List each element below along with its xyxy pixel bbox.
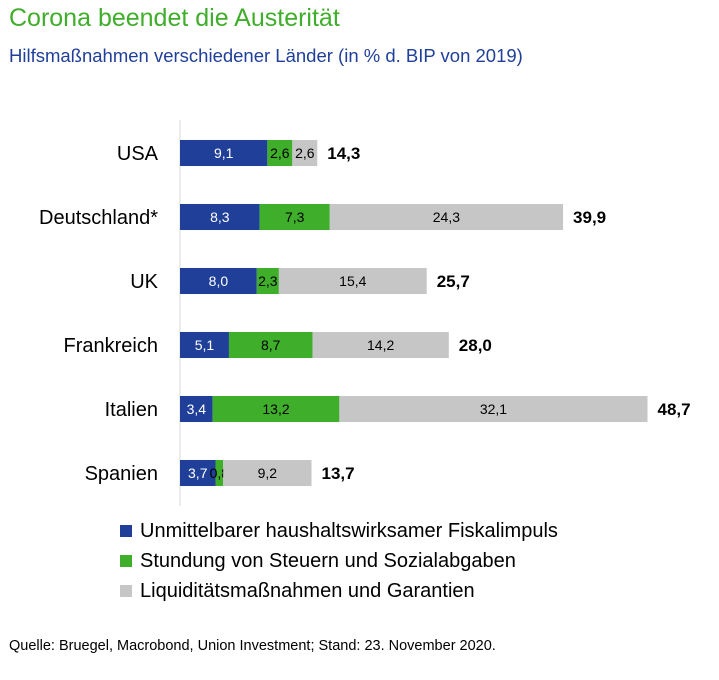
data-label-liquiditaet: 15,4 xyxy=(339,273,366,289)
category-label: Spanien xyxy=(85,463,158,485)
bar-segment-stundung xyxy=(215,460,224,486)
chart-subtitle: Hilfsmaßnahmen verschiedener Länder (in … xyxy=(9,45,523,66)
category-label: Deutschland* xyxy=(39,207,158,229)
stacked-bar-chart: USA 9,1 2,6 2,6 14,3 Deutschland* 8,3 7,3 24,3 39… xyxy=(39,120,691,506)
category-label: Italien xyxy=(105,399,158,421)
data-label-liquiditaet: 14,2 xyxy=(367,337,394,353)
data-label-stundung: 7,3 xyxy=(285,209,305,225)
legend-item-stundung: Stundung von Steuern und Sozialabgaben xyxy=(120,546,558,576)
data-label-liquiditaet: 24,3 xyxy=(433,209,460,225)
bar-segment-fiskalimpuls xyxy=(180,396,213,422)
legend-label-stundung: Stundung von Steuern und Sozialabgaben xyxy=(140,549,516,572)
bar-segment-fiskalimpuls xyxy=(180,332,229,358)
category-label: UK xyxy=(130,271,158,293)
bar-segment-stundung xyxy=(228,332,313,358)
chart-title: Corona beendet die Austerität xyxy=(9,4,340,32)
bar-segment-liquiditaet xyxy=(339,396,648,422)
bar-segment-liquiditaet xyxy=(223,460,312,486)
bar-segment-liquiditaet xyxy=(292,140,318,166)
bar-segment-stundung xyxy=(267,140,293,166)
bar-segment-stundung xyxy=(212,396,340,422)
legend-swatch-stundung xyxy=(120,555,132,567)
legend-item-liquiditaet: Liquiditätsmaßnahmen und Garantien xyxy=(120,576,558,606)
legend-item-fiskalimpuls: Unmittelbarer haushaltswirksamer Fiskali… xyxy=(120,516,558,546)
bar-segment-fiskalimpuls xyxy=(180,204,260,230)
data-label-stundung: 8,7 xyxy=(261,337,281,353)
data-label-fiskalimpuls: 3,4 xyxy=(187,401,207,417)
chart-legend: Unmittelbarer haushaltswirksamer Fiskali… xyxy=(120,516,558,606)
data-label-liquiditaet: 2,6 xyxy=(295,145,315,161)
data-label-fiskalimpuls: 9,1 xyxy=(214,145,234,161)
total-label: 28,0 xyxy=(459,336,492,355)
data-label-liquiditaet: 32,1 xyxy=(480,401,507,417)
legend-swatch-fiskalimpuls xyxy=(120,525,132,537)
bar-segment-stundung xyxy=(256,268,279,294)
bar-segment-liquiditaet xyxy=(312,332,449,358)
legend-swatch-liquiditaet xyxy=(120,585,132,597)
legend-label-fiskalimpuls: Unmittelbarer haushaltswirksamer Fiskali… xyxy=(140,519,558,542)
bar-segment-liquiditaet xyxy=(278,268,427,294)
bar-segment-fiskalimpuls xyxy=(180,140,268,166)
total-label: 48,7 xyxy=(658,400,691,419)
data-label-stundung: 13,2 xyxy=(262,401,289,417)
data-label-fiskalimpuls: 5,1 xyxy=(195,337,215,353)
data-label-stundung: 2,3 xyxy=(258,273,278,289)
legend-label-liquiditaet: Liquiditätsmaßnahmen und Garantien xyxy=(140,579,475,602)
bar-segment-liquiditaet xyxy=(329,204,564,230)
category-label: USA xyxy=(117,143,159,165)
data-label-fiskalimpuls: 8,3 xyxy=(210,209,230,225)
source-note: Quelle: Bruegel, Macrobond, Union Invest… xyxy=(9,638,496,654)
bar-segment-fiskalimpuls xyxy=(180,460,216,486)
data-label-stundung: 2,6 xyxy=(270,145,290,161)
data-label-liquiditaet: 9,2 xyxy=(258,465,278,481)
bar-segment-stundung xyxy=(259,204,330,230)
total-label: 25,7 xyxy=(437,272,470,291)
total-label: 13,7 xyxy=(322,464,355,483)
data-label-fiskalimpuls: 8,0 xyxy=(209,273,229,289)
category-label: Frankreich xyxy=(64,335,158,357)
data-label-fiskalimpuls: 3,7 xyxy=(188,465,208,481)
total-label: 39,9 xyxy=(573,208,606,227)
total-label: 14,3 xyxy=(327,144,360,163)
bar-segment-fiskalimpuls xyxy=(180,268,257,294)
